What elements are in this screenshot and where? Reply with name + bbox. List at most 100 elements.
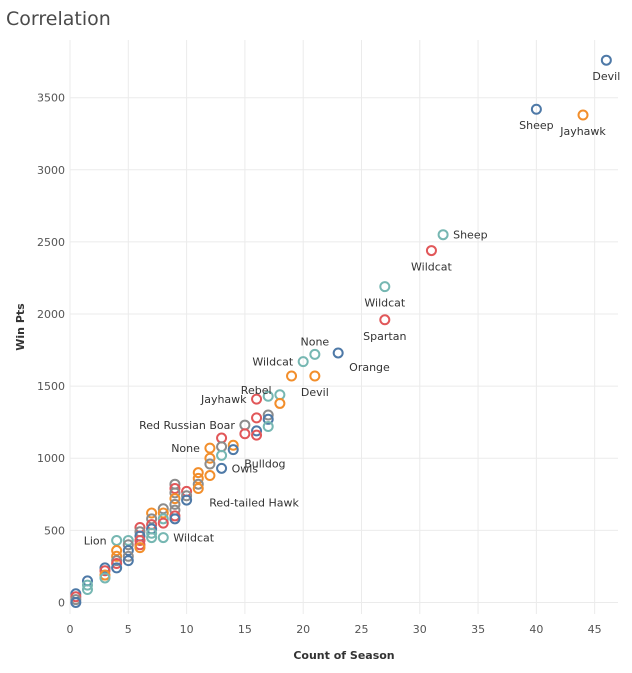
data-points <box>70 54 612 608</box>
data-point <box>111 562 123 574</box>
data-point <box>181 490 193 502</box>
data-point <box>157 517 169 529</box>
point-label: Bulldog <box>244 458 285 471</box>
x-tick-label: 35 <box>471 623 485 636</box>
data-point <box>122 555 134 567</box>
x-axis-ticks: 0 5 10 15 20 25 30 35 40 45 <box>67 623 602 636</box>
point-label: Devil <box>592 70 620 83</box>
data-point <box>169 483 181 495</box>
point-label: Red Russian Boar <box>139 419 235 432</box>
data-point <box>157 513 169 525</box>
data-point <box>274 389 286 401</box>
y-axis-title: Win Pts <box>14 303 27 351</box>
data-point <box>169 498 181 510</box>
data-point <box>70 596 82 608</box>
point-label: None <box>171 442 200 455</box>
data-point <box>111 558 123 570</box>
point-label: Wildcat <box>364 297 406 310</box>
data-point <box>309 370 321 382</box>
point-label: Jayhawk <box>559 125 606 138</box>
x-tick-label: 10 <box>180 623 194 636</box>
data-point <box>169 487 181 499</box>
data-point <box>192 478 204 490</box>
data-point <box>204 442 216 454</box>
point-label: Devil <box>301 386 329 399</box>
x-tick-label: 5 <box>125 623 132 636</box>
data-point <box>332 347 344 359</box>
data-point <box>262 390 274 402</box>
data-point <box>81 579 93 591</box>
data-point <box>157 532 169 544</box>
point-labels: Devil Sheep Jayhawk Sheep Wildcat Wildcat Spar… <box>84 70 621 547</box>
data-point <box>157 503 169 515</box>
data-point <box>286 370 298 382</box>
point-label: Jayhawk <box>200 393 247 406</box>
data-point <box>379 281 391 293</box>
x-tick-label: 30 <box>413 623 427 636</box>
data-point <box>216 432 228 444</box>
data-point <box>146 507 158 519</box>
data-point <box>227 439 239 451</box>
data-point <box>122 534 134 546</box>
point-label: Sheep <box>453 229 487 242</box>
point-label: Red-tailed Hawk <box>209 497 299 510</box>
data-point <box>274 397 286 409</box>
x-tick-label: 45 <box>588 623 602 636</box>
data-point <box>216 462 228 474</box>
data-point <box>309 348 321 360</box>
y-tick-label: 2000 <box>37 308 65 321</box>
x-tick-label: 25 <box>354 623 368 636</box>
data-point <box>251 393 263 405</box>
y-tick-label: 500 <box>44 524 65 537</box>
data-point <box>239 428 251 440</box>
data-point <box>81 583 93 595</box>
point-label: Spartan <box>363 330 406 343</box>
data-point <box>379 314 391 326</box>
data-point <box>134 542 146 554</box>
point-label: Wildcat <box>252 356 294 369</box>
data-point <box>204 452 216 464</box>
data-point <box>192 483 204 495</box>
x-tick-label: 0 <box>67 623 74 636</box>
data-point <box>262 409 274 421</box>
data-point <box>425 245 437 257</box>
data-point <box>169 493 181 505</box>
data-point <box>192 472 204 484</box>
data-point <box>251 425 263 437</box>
point-label: Rebel <box>241 384 272 397</box>
x-tick-label: 40 <box>529 623 543 636</box>
data-point <box>122 550 134 562</box>
point-label: None <box>300 335 329 348</box>
y-tick-label: 1500 <box>37 380 65 393</box>
data-point <box>169 513 181 525</box>
data-point <box>437 229 449 241</box>
data-point <box>297 356 309 368</box>
y-tick-label: 3000 <box>37 164 65 177</box>
data-point <box>111 550 123 562</box>
data-point <box>251 412 263 424</box>
data-point <box>122 539 134 551</box>
point-label: Wildcat <box>173 532 215 545</box>
data-point <box>146 527 158 539</box>
data-point <box>251 429 263 441</box>
data-point <box>111 534 123 546</box>
data-point <box>262 421 274 433</box>
data-point <box>122 545 134 557</box>
y-axis-ticks: 0 500 1000 1500 2000 2500 3000 3500 <box>37 92 65 610</box>
data-point <box>530 103 542 115</box>
data-point <box>99 565 111 577</box>
point-label: Orange <box>349 361 390 374</box>
y-tick-label: 2500 <box>37 236 65 249</box>
chart-title: Correlation <box>6 8 111 30</box>
point-label: Wildcat <box>411 261 453 274</box>
data-point <box>146 532 158 544</box>
data-point <box>192 467 204 479</box>
data-point <box>262 413 274 425</box>
data-point <box>146 513 158 525</box>
y-tick-label: 3500 <box>37 92 65 105</box>
point-label: Sheep <box>519 119 553 132</box>
y-tick-label: 1000 <box>37 452 65 465</box>
point-label: Owls <box>232 462 259 475</box>
data-point <box>111 545 123 557</box>
